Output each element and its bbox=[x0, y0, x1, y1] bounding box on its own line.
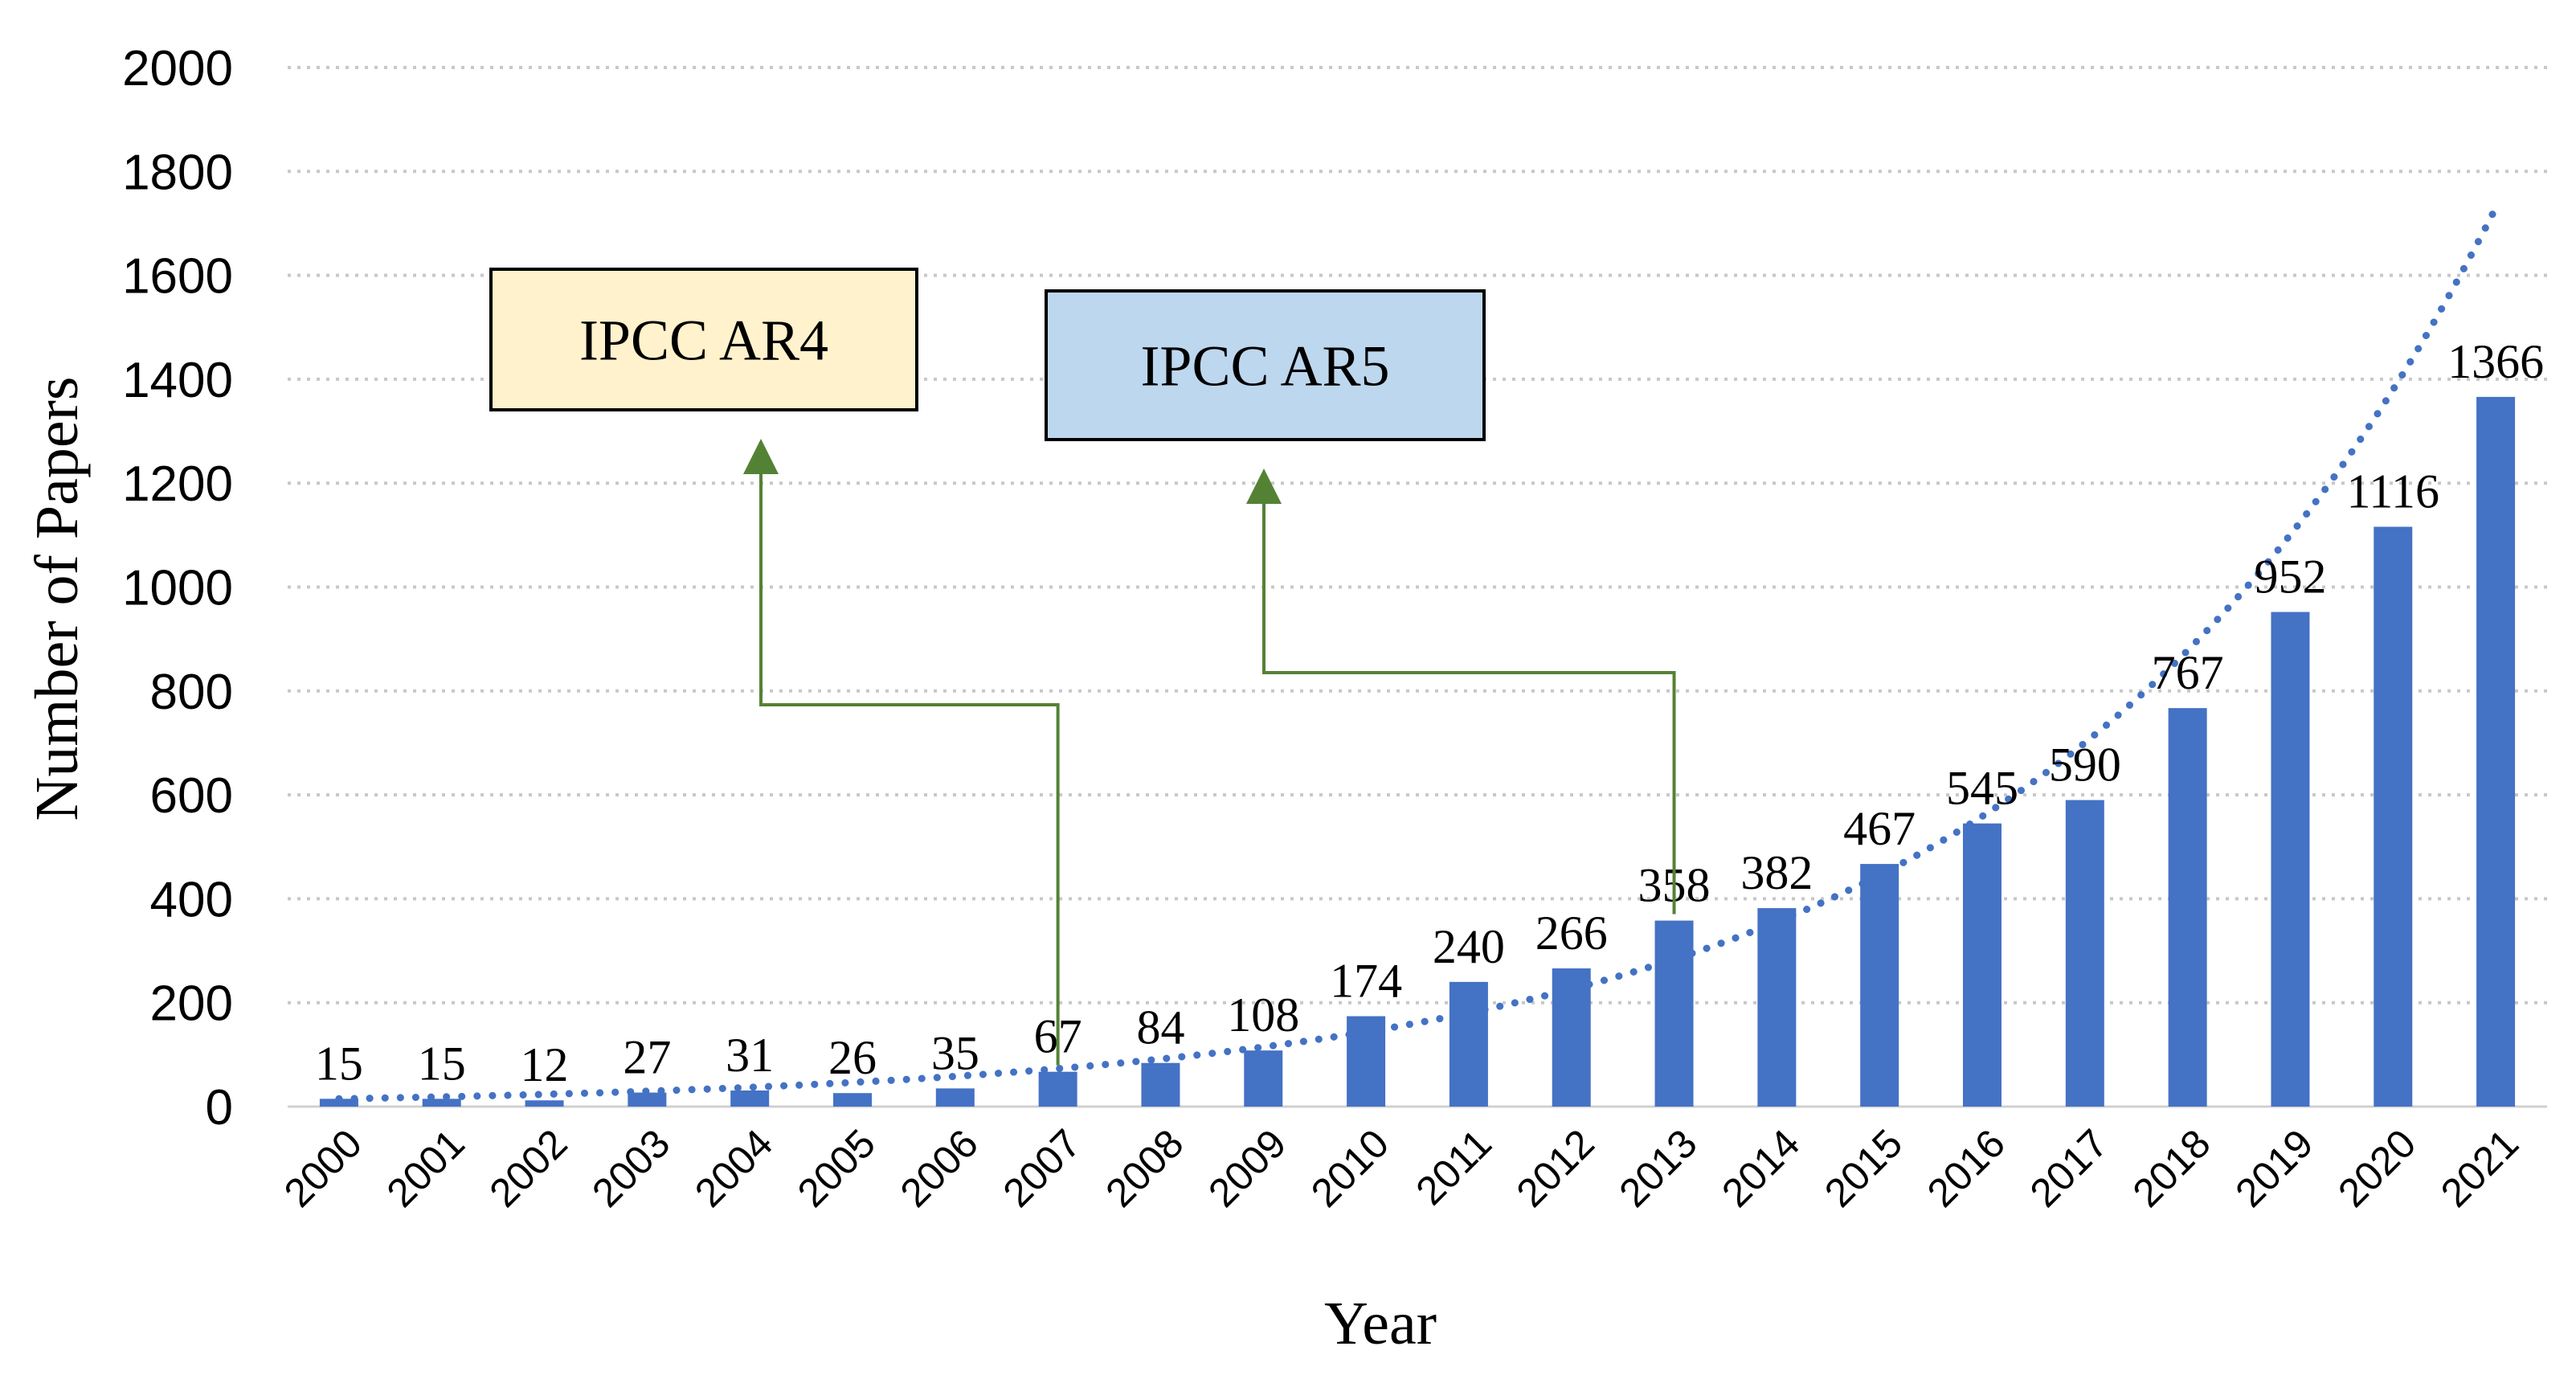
data-label-2018: 767 bbox=[2152, 646, 2224, 699]
data-label-2001: 15 bbox=[418, 1037, 466, 1090]
data-label-2020: 1116 bbox=[2346, 465, 2439, 518]
y-axis-title: Number of Papers bbox=[23, 377, 91, 821]
data-label-2008: 84 bbox=[1136, 1001, 1184, 1054]
x-axis-title: Year bbox=[1324, 1290, 1437, 1357]
x-tick-label: 2012 bbox=[1508, 1121, 1603, 1216]
callout-arrow-2013 bbox=[1262, 501, 1676, 915]
x-axis-ticks: 2000 2001 2002 2003 2004 2005 2006 2007 2008 2009… bbox=[276, 1121, 2527, 1216]
y-tick-label: 1000 bbox=[122, 561, 233, 616]
x-tick-label: 2021 bbox=[2432, 1121, 2527, 1216]
bar-2001 bbox=[422, 1099, 461, 1107]
y-tick-label: 1400 bbox=[122, 353, 233, 408]
bar-2005 bbox=[833, 1093, 872, 1107]
gridlines bbox=[288, 66, 2547, 1005]
bar-2004 bbox=[730, 1090, 770, 1107]
data-label-2014: 382 bbox=[1740, 846, 1813, 899]
bar-2002 bbox=[525, 1100, 564, 1107]
x-tick-label: 2010 bbox=[1302, 1121, 1397, 1216]
x-tick-label: 2015 bbox=[1816, 1121, 1911, 1216]
y-tick-label: 2000 bbox=[122, 41, 233, 96]
bar-2014 bbox=[1757, 908, 1797, 1107]
bar-2013 bbox=[1654, 920, 1694, 1107]
bar-2019 bbox=[2271, 612, 2310, 1107]
data-label-2012: 266 bbox=[1535, 906, 1608, 960]
data-label-2005: 26 bbox=[828, 1031, 877, 1084]
x-tick-label: 2018 bbox=[2124, 1121, 2218, 1216]
data-label-2006: 35 bbox=[931, 1026, 979, 1079]
data-label-2019: 952 bbox=[2254, 550, 2326, 604]
x-tick-label: 2014 bbox=[1713, 1121, 1808, 1216]
bar-2011 bbox=[1449, 981, 1488, 1107]
callout-box-2007 bbox=[489, 268, 918, 411]
x-tick-label: 2004 bbox=[686, 1121, 781, 1216]
x-tick-label: 2017 bbox=[2022, 1121, 2116, 1216]
x-tick-label: 2000 bbox=[276, 1121, 370, 1216]
data-label-2002: 12 bbox=[521, 1038, 569, 1091]
bar-2020 bbox=[2374, 526, 2413, 1107]
data-label-2011: 240 bbox=[1433, 920, 1505, 973]
data-label-2021: 1366 bbox=[2447, 335, 2544, 388]
bar-2003 bbox=[628, 1092, 667, 1107]
x-tick-label: 2009 bbox=[1200, 1121, 1294, 1216]
data-label-2010: 174 bbox=[1330, 955, 1402, 1008]
bar-2000 bbox=[319, 1099, 358, 1107]
data-label-2004: 31 bbox=[726, 1029, 774, 1082]
y-tick-label: 1600 bbox=[122, 249, 233, 305]
callout-arrow-2007 bbox=[759, 471, 1060, 1066]
bar-2009 bbox=[1244, 1050, 1283, 1107]
bar-2018 bbox=[2168, 708, 2207, 1107]
callout-label: IPCC AR4 bbox=[579, 309, 828, 373]
bar-2015 bbox=[1860, 864, 1899, 1107]
x-tick-label: 2011 bbox=[1407, 1121, 1500, 1214]
y-tick-label: 0 bbox=[206, 1080, 233, 1136]
x-tick-label: 2008 bbox=[1097, 1121, 1192, 1216]
x-tick-label: 2003 bbox=[583, 1121, 678, 1216]
callout-box-2013 bbox=[1045, 289, 1486, 441]
y-tick-label: 600 bbox=[150, 768, 233, 824]
bar-2006 bbox=[935, 1088, 975, 1107]
bar-2016 bbox=[1963, 823, 2002, 1107]
x-tick-label: 2007 bbox=[994, 1121, 1089, 1216]
x-tick-label: 2001 bbox=[378, 1121, 473, 1216]
y-tick-label: 1200 bbox=[122, 456, 233, 512]
y-axis-ticks: 0 200 400 600 800 1000 1200 1400 1600 1800 2000 bbox=[122, 41, 233, 1136]
x-tick-label: 2019 bbox=[2226, 1121, 2321, 1216]
x-tick-label: 2013 bbox=[1610, 1121, 1705, 1216]
callout-label: IPCC AR5 bbox=[1140, 334, 1389, 399]
y-tick-label: 800 bbox=[150, 665, 233, 720]
y-tick-label: 1800 bbox=[122, 145, 233, 200]
data-label-2003: 27 bbox=[623, 1031, 671, 1084]
arrowhead-icon bbox=[743, 439, 779, 474]
callouts: IPCC AR4 IPCC AR5 bbox=[489, 268, 1676, 1066]
bar-2017 bbox=[2065, 800, 2104, 1107]
bar-2008 bbox=[1141, 1062, 1180, 1107]
data-label-2015: 467 bbox=[1843, 802, 1916, 855]
data-label-2017: 590 bbox=[2049, 739, 2121, 792]
data-label-2000: 15 bbox=[315, 1037, 363, 1090]
x-tick-label: 2002 bbox=[480, 1121, 575, 1216]
y-tick-label: 400 bbox=[150, 872, 233, 927]
x-tick-label: 2005 bbox=[789, 1121, 884, 1216]
x-tick-label: 2006 bbox=[892, 1121, 987, 1216]
bars bbox=[319, 396, 2516, 1107]
bar-2007 bbox=[1038, 1071, 1077, 1107]
x-tick-label: 2016 bbox=[1919, 1121, 2014, 1216]
bar-2021 bbox=[2476, 396, 2516, 1107]
arrowhead-icon bbox=[1246, 469, 1282, 504]
data-label-2016: 545 bbox=[1946, 762, 2018, 815]
x-tick-label: 2020 bbox=[2329, 1121, 2424, 1216]
y-tick-label: 200 bbox=[150, 976, 233, 1032]
data-label-2009: 108 bbox=[1227, 988, 1299, 1041]
